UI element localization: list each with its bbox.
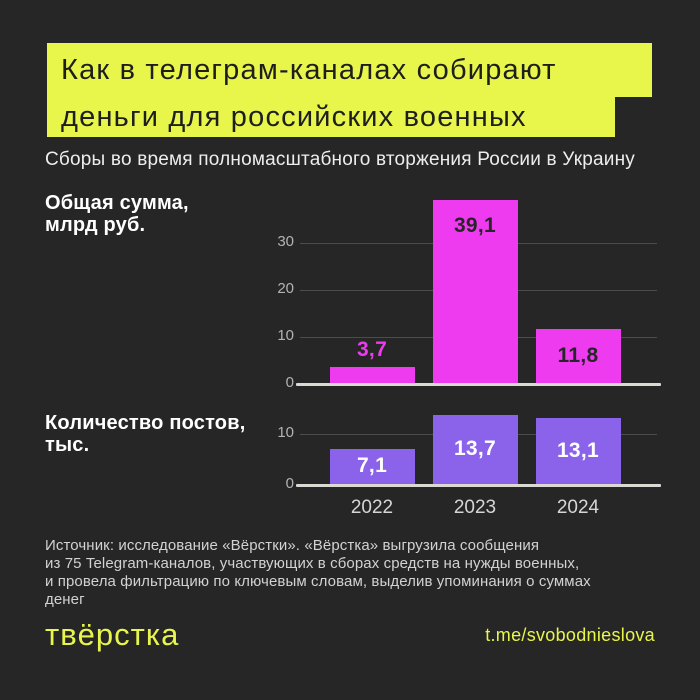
- chart2-title-line2: тыс.: [45, 434, 90, 456]
- telegram-channel-link[interactable]: t.me/svobodnieslova: [485, 625, 655, 645]
- bar-2024: [535, 418, 621, 485]
- bar-value-label-2024: 13,1: [556, 438, 600, 462]
- source-note: Источник: исследование «Вёрстки». «Вёрст…: [45, 537, 591, 609]
- verstka-logo: твёрстка: [45, 617, 180, 652]
- bar-value-label-2024: 11,8: [557, 343, 599, 367]
- y-axis-tick-30: 30: [277, 233, 294, 250]
- y-axis-tick-20: 20: [277, 280, 294, 297]
- x-axis-label-2024: 2024: [556, 497, 600, 518]
- chart2-title-line1: Количество постов,: [45, 412, 246, 434]
- bar-value-label-2023: 13,7: [453, 437, 497, 460]
- x-axis-label-2023: 2023: [453, 497, 497, 518]
- y-axis-tick-0: 0: [285, 475, 294, 492]
- bar-value-label-2022: 3,7: [356, 338, 388, 361]
- headline-block: Как в телеграм-каналах собирают деньги д…: [47, 43, 652, 137]
- x-axis-baseline: [296, 484, 661, 487]
- chart2-title: Количество постов, тыс.: [45, 412, 245, 456]
- bar-2023: [432, 200, 518, 384]
- bar-value-label-2023: 39,1: [453, 214, 497, 237]
- y-axis-tick-0: 0: [285, 374, 294, 391]
- bar-2024: [535, 329, 621, 384]
- bar-value-label-2022: 7,1: [356, 454, 388, 477]
- bar-2022: [329, 449, 415, 485]
- y-axis-tick-10: 10: [277, 327, 294, 344]
- chart1-title-line1: Общая сумма,: [45, 192, 189, 214]
- chart1-title: Общая сумма, млрд руб.: [45, 192, 189, 236]
- subtitle: Сборы во время полномасштабного вторжени…: [45, 149, 635, 170]
- headline-line2: деньги для российских военных: [47, 97, 615, 137]
- x-axis-baseline: [296, 383, 661, 386]
- source-line: Источник: исследование «Вёрстки». «Вёрст…: [45, 537, 540, 554]
- x-axis-label-2022: 2022: [350, 497, 394, 518]
- source-line: денег: [45, 591, 85, 608]
- source-line: из 75 Telegram-каналов, участвующих в сб…: [45, 555, 580, 572]
- chart1-title-line2: млрд руб.: [45, 214, 146, 236]
- bar-2023: [432, 415, 518, 485]
- bar-2022: [329, 367, 415, 384]
- headline-line1: Как в телеграм-каналах собирают: [47, 43, 652, 97]
- y-axis-tick-10: 10: [277, 424, 294, 441]
- source-line: и провела фильтрацию по ключевым словам,…: [45, 573, 591, 590]
